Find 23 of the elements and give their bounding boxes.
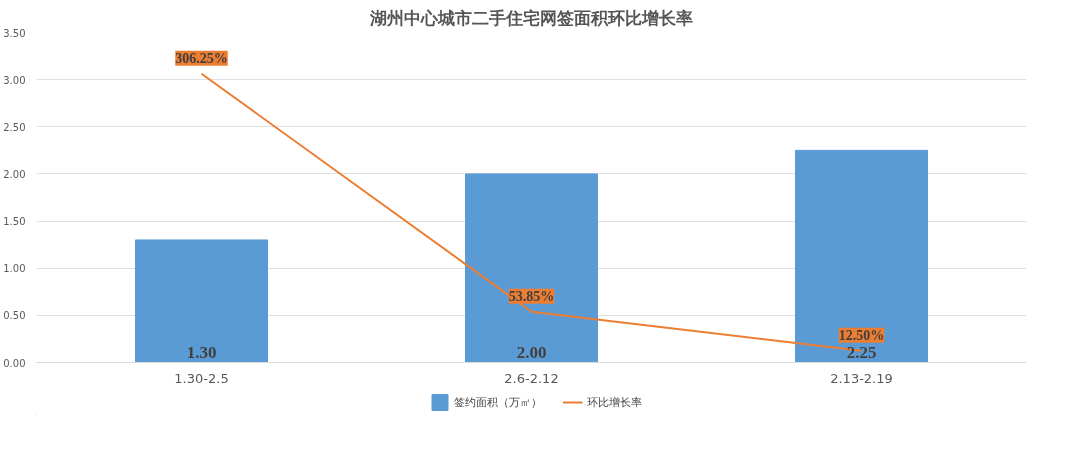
bar	[135, 239, 268, 363]
y-tick-label: 0.00	[3, 357, 26, 369]
y-tick-label: 0.50	[3, 310, 26, 322]
bar	[795, 149, 928, 363]
y-tick-label: 3.00	[3, 74, 26, 86]
data-label: 1.30	[186, 342, 217, 362]
y-tick-label: 1.50	[3, 216, 26, 228]
x-tick-label: 1.30-2.5	[174, 370, 229, 386]
y-tick-label: 3.50	[3, 27, 26, 39]
legend-label: 签约面积（万㎡）	[454, 394, 542, 410]
legend-label: 环比增长率	[587, 394, 642, 410]
x-tick-label: 2.6-2.12	[504, 370, 559, 386]
bar	[465, 173, 598, 363]
data-label: 306.25%	[175, 50, 228, 66]
data-label: 2.00	[516, 342, 547, 362]
data-label: 12.50%	[838, 327, 885, 343]
chart-title: 湖州中心城市二手住宅网签面积环比增长率	[369, 7, 693, 28]
y-tick-label: 2.50	[3, 121, 26, 133]
data-label: 2.25	[846, 342, 877, 362]
data-label: 53.85%	[508, 288, 555, 304]
x-tick-label: 2.13-2.19	[830, 370, 893, 386]
y-tick-label: 1.00	[3, 263, 26, 275]
y-tick-label: 2.00	[3, 168, 26, 180]
